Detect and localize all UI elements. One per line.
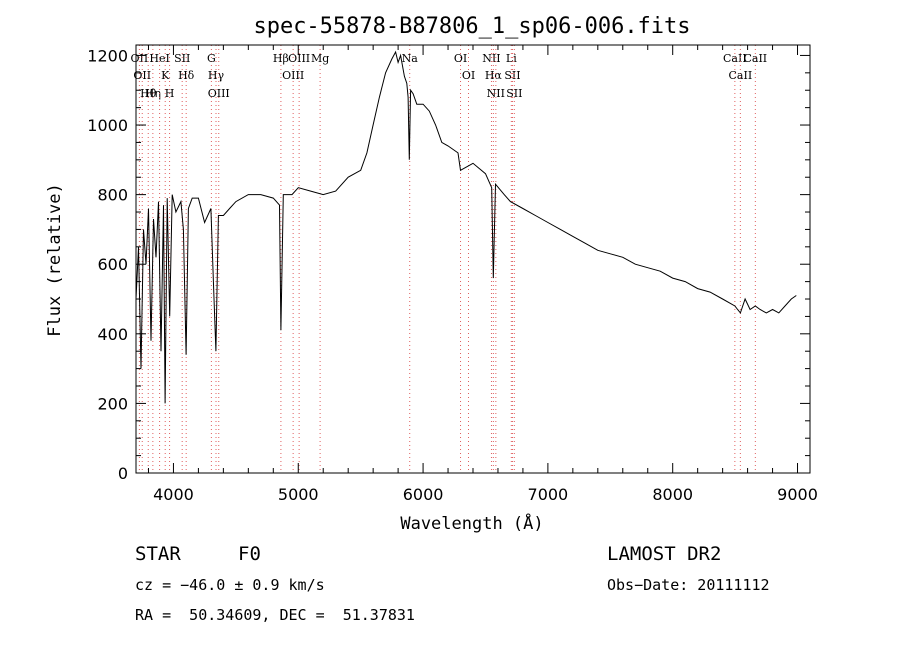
annotation-label: G	[207, 52, 216, 65]
spectrum-line	[135, 50, 797, 404]
annotation-label: OII	[133, 69, 151, 82]
subclass: F0	[238, 543, 261, 565]
plot-frame	[135, 44, 811, 474]
x-tick-label: 9000	[777, 485, 818, 504]
y-tick-label: 200	[97, 394, 128, 413]
annotation-label: Na	[402, 52, 419, 65]
annotation-label: HeI	[149, 52, 169, 65]
annotation-label: OI	[454, 52, 467, 65]
x-tick-label: 6000	[403, 485, 444, 504]
annotation-label: Hη	[145, 87, 161, 100]
annotation-label: SII	[506, 87, 522, 100]
annotation-label: H	[165, 87, 175, 100]
annotation-label: Hβ	[273, 52, 289, 65]
annotation-label: NII	[482, 52, 500, 65]
y-tick-label: 600	[97, 255, 128, 274]
annotation-label: K	[161, 69, 170, 82]
annotation-label: OIII	[288, 52, 310, 65]
y-tick-label: 1200	[87, 46, 128, 65]
annotation-label: OIII	[282, 69, 304, 82]
velocity-readout: cz = −46.0 ± 0.9 km/s	[135, 576, 325, 594]
object-class: STAR	[135, 543, 181, 565]
annotation-label: SII	[174, 52, 190, 65]
annotation-label: NII	[487, 87, 505, 100]
annotation-label: Hγ	[208, 69, 225, 82]
y-tick-label: 400	[97, 325, 128, 344]
survey-name: LAMOST DR2	[607, 543, 722, 565]
x-tick-label: 5000	[278, 485, 319, 504]
annotation-label: CaII	[729, 69, 753, 82]
x-axis-label: Wavelength (Å)	[400, 512, 543, 534]
obs-date: Obs−Date: 20111112	[607, 576, 770, 594]
annotation-label: Li	[506, 52, 517, 65]
y-tick-label: 1000	[87, 116, 128, 135]
y-tick-label: 0	[118, 464, 128, 483]
annotation-label: Mg	[311, 52, 329, 65]
coordinates: RA = 50.34609, DEC = 51.37831	[135, 606, 415, 624]
annotation-label: CaII	[743, 52, 767, 65]
x-tick-label: 8000	[652, 485, 693, 504]
y-tick-label: 800	[97, 186, 128, 205]
annotation-label: OI	[462, 69, 475, 82]
annotation-label: Hθ	[140, 87, 157, 100]
annotation-label: Hδ	[178, 69, 195, 82]
annotation-label: OII	[131, 52, 149, 65]
y-axis-label: Flux (relative)	[45, 183, 65, 337]
annotation-label: OIII	[208, 87, 230, 100]
x-tick-label: 7000	[528, 485, 569, 504]
annotation-label: Hα	[485, 69, 503, 82]
annotation-label: SII	[504, 69, 520, 82]
chart-title: spec-55878-B87806_1_sp06-006.fits	[253, 14, 690, 39]
x-tick-label: 4000	[153, 485, 194, 504]
